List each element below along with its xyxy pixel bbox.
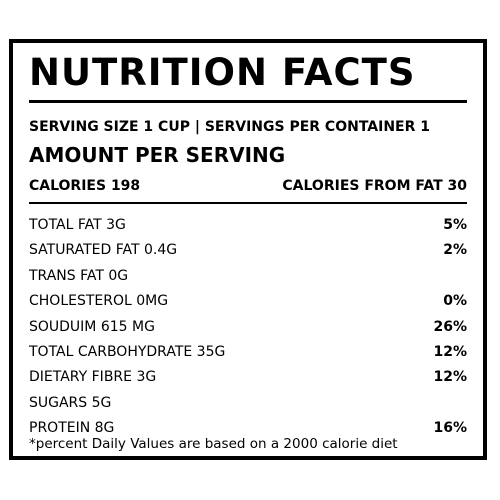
nutrient-row-dietary-fibre: DIETARY FIBRE 3G 12% [29, 365, 467, 390]
nutrient-percent: 12% [433, 343, 467, 360]
nutrient-name: TOTAL CARBOHYDRATE 35G [29, 343, 226, 360]
nutrient-name: DIETARY FIBRE 3G [29, 369, 157, 386]
nutrient-name: SUGARS 5G [29, 394, 112, 411]
nutrient-percent: 0% [443, 293, 467, 310]
label-title: NUTRITION FACTS [29, 51, 416, 94]
nutrient-percent: 26% [433, 318, 467, 335]
title-divider [29, 100, 467, 103]
nutrient-name: PROTEIN 8G [29, 420, 115, 437]
nutrient-row-cholesterol: CHOLESTEROL 0MG 0% [29, 289, 467, 314]
nutrient-row-protein: PROTEIN 8G 16% [29, 416, 467, 441]
calories-divider [29, 202, 467, 204]
serving-info: SERVING SIZE 1 CUP | SERVINGS PER CONTAI… [29, 119, 431, 135]
calories-row: CALORIES 198 CALORIES FROM FAT 30 [29, 177, 467, 195]
nutrient-row-trans-fat: TRANS FAT 0G [29, 264, 467, 289]
nutrient-row-total-fat: TOTAL FAT 3G 5% [29, 213, 467, 238]
nutrient-percent: 16% [433, 420, 467, 437]
nutrient-percent: 12% [433, 369, 467, 386]
calories-from-fat-value: CALORIES FROM FAT 30 [282, 178, 467, 194]
nutrient-list: TOTAL FAT 3G 5% SATURATED FAT 0.4G 2% TR… [29, 213, 467, 442]
nutrition-facts-label: NUTRITION FACTS SERVING SIZE 1 CUP | SER… [9, 39, 487, 460]
nutrient-name: SOUDUIM 615 MG [29, 318, 155, 335]
daily-value-footnote: *percent Daily Values are based on a 200… [29, 436, 398, 452]
nutrient-name: SATURATED FAT 0.4G [29, 242, 178, 259]
nutrient-row-saturated-fat: SATURATED FAT 0.4G 2% [29, 238, 467, 263]
calories-value: CALORIES 198 [29, 178, 141, 194]
nutrient-row-sugars: SUGARS 5G [29, 391, 467, 416]
nutrient-row-total-carbohydrate: TOTAL CARBOHYDRATE 35G 12% [29, 340, 467, 365]
nutrient-row-sodium: SOUDUIM 615 MG 26% [29, 315, 467, 340]
nutrient-name: CHOLESTEROL 0MG [29, 293, 169, 310]
amount-per-serving-heading: AMOUNT PER SERVING [29, 143, 286, 167]
nutrient-percent: 2% [443, 242, 467, 259]
nutrient-name: TOTAL FAT 3G [29, 217, 126, 233]
nutrient-name: TRANS FAT 0G [29, 267, 129, 284]
nutrient-percent: 5% [443, 217, 467, 233]
